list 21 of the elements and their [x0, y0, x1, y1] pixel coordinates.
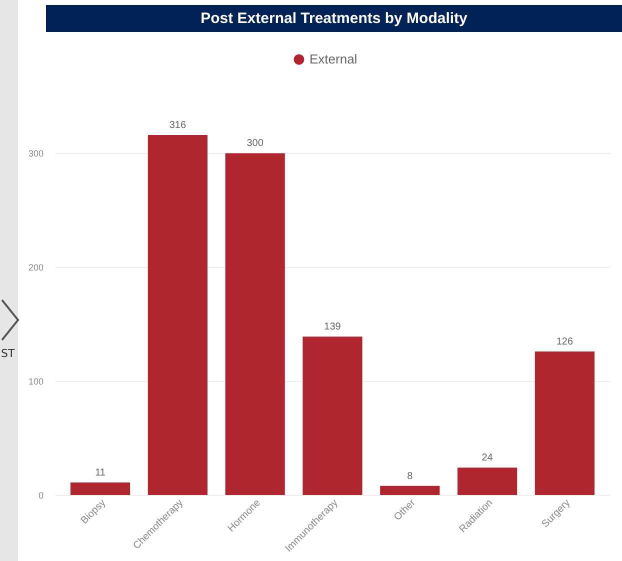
y-tick-label: 200: [28, 262, 44, 273]
chart-title: Post External Treatments by Modality: [46, 5, 622, 32]
bar: [380, 486, 440, 495]
y-tick-label: 0: [38, 490, 44, 500]
data-label: 300: [246, 138, 264, 150]
bar: [534, 351, 595, 495]
y-tick-label: 300: [28, 148, 44, 159]
bar: [458, 468, 518, 495]
data-label: 139: [324, 322, 342, 333]
y-tick-label: 100: [28, 376, 44, 387]
data-label: 11: [95, 467, 106, 478]
bar: [70, 482, 130, 495]
legend-label: External: [310, 52, 358, 66]
text: ST: [1, 347, 15, 360]
bar: [302, 336, 362, 495]
bar: [225, 153, 285, 495]
data-label: 126: [556, 336, 574, 348]
data-label: 316: [169, 120, 186, 131]
bar: [148, 135, 208, 495]
data-label: 8: [407, 470, 414, 482]
data-label: 24: [482, 452, 494, 464]
